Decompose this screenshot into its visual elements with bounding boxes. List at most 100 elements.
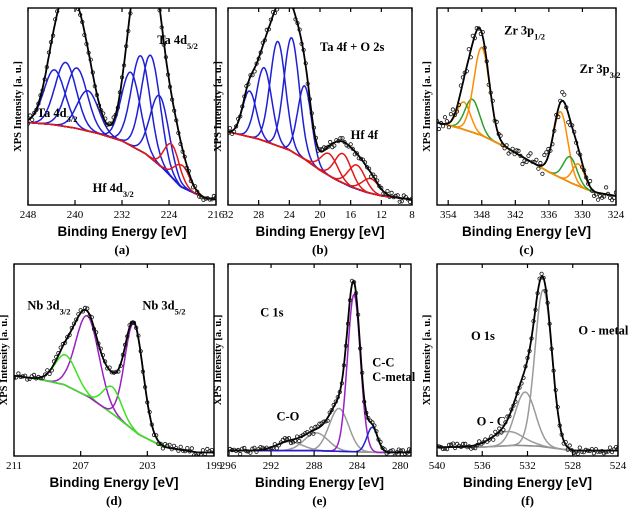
- data-point: [351, 280, 357, 285]
- data-point: [272, 10, 278, 16]
- data-point: [200, 448, 205, 453]
- data-point: [228, 126, 233, 131]
- data-point: [49, 368, 54, 373]
- data-point: [240, 104, 245, 109]
- tick-label: 248: [20, 209, 37, 221]
- data-point: [341, 363, 346, 368]
- data-point: [266, 447, 271, 452]
- plot-area-a: [28, 8, 216, 202]
- peak-d-2: [14, 353, 214, 454]
- data-point: [145, 400, 150, 405]
- data-point: [45, 368, 50, 373]
- data-point: [509, 407, 514, 412]
- plot-frame-e: [227, 263, 412, 457]
- data-point: [143, 384, 148, 390]
- data-point: [458, 83, 463, 88]
- x-axis-e: 296 292 288 284 280: [220, 264, 409, 472]
- data-point: [32, 110, 37, 116]
- data-point: [523, 364, 528, 369]
- data-point: [348, 142, 353, 147]
- data-point: [373, 174, 378, 179]
- data-point: [562, 92, 567, 97]
- data-point: [473, 445, 478, 451]
- data-point: [282, 1, 285, 4]
- data-point: [393, 193, 398, 198]
- data-point: [564, 105, 569, 110]
- data-point: [254, 61, 259, 66]
- data-point: [123, 342, 128, 347]
- data-point: [343, 343, 348, 348]
- data-point: [211, 450, 214, 455]
- x-axis-f: 540 536 532 528 524: [429, 264, 627, 472]
- data-point: [270, 10, 276, 15]
- data-point: [570, 123, 575, 128]
- data-point: [535, 291, 540, 296]
- data-point: [248, 73, 253, 78]
- data-point: [488, 90, 493, 95]
- data-point: [530, 159, 535, 164]
- data-point: [337, 389, 342, 395]
- x-axis-label: Binding Energy [eV]: [49, 475, 178, 490]
- data-point: [450, 107, 455, 112]
- data-point: [40, 88, 45, 93]
- data-point: [329, 407, 334, 413]
- data-point: [54, 354, 59, 359]
- data-point: [323, 419, 328, 424]
- data-point: [205, 446, 210, 452]
- data-point: [333, 399, 338, 404]
- data-point: [585, 448, 590, 453]
- data-point: [246, 449, 251, 454]
- tick-label: 342: [507, 209, 524, 221]
- annotation-label: Hf 4f: [351, 128, 379, 142]
- data-point: [20, 374, 25, 379]
- data-point: [207, 449, 212, 454]
- data-points-f: [437, 271, 618, 456]
- data-point: [379, 185, 384, 191]
- data-point: [484, 59, 489, 64]
- x-axis-label: Binding Energy [eV]: [255, 475, 384, 490]
- data-point: [286, 436, 292, 441]
- panel-label: (e): [312, 493, 326, 508]
- data-point: [339, 381, 344, 386]
- data-point: [437, 126, 442, 132]
- data-point: [327, 410, 332, 415]
- data-point: [127, 323, 132, 328]
- data-point: [482, 45, 487, 50]
- data-points-a: [28, 8, 216, 202]
- data-point: [446, 442, 452, 447]
- data-point: [607, 195, 613, 200]
- data-point: [207, 197, 212, 202]
- data-point: [42, 77, 47, 82]
- data-point: [198, 453, 203, 456]
- data-point: [595, 449, 601, 454]
- data-point: [288, 440, 294, 446]
- data-point: [92, 84, 97, 89]
- data-point: [234, 448, 239, 453]
- data-point: [495, 432, 500, 437]
- data-point: [501, 427, 506, 432]
- data-point: [460, 75, 465, 80]
- chart-panel-c: 354 348 342 336 330 324 XPS Intensity [a. u.] B…: [422, 7, 625, 257]
- data-point: [276, 443, 281, 448]
- data-point: [442, 446, 448, 451]
- tick-label: 20: [315, 209, 327, 221]
- data-point: [50, 33, 56, 38]
- data-point: [437, 118, 440, 124]
- data-point: [454, 441, 460, 446]
- tick-label: 240: [67, 209, 84, 221]
- data-point: [539, 271, 544, 276]
- x-axis-label: Binding Energy [eV]: [255, 224, 384, 239]
- data-point: [331, 402, 336, 408]
- data-point: [517, 385, 522, 390]
- data-point: [51, 359, 57, 364]
- data-point: [444, 119, 449, 124]
- data-point: [191, 453, 197, 456]
- data-point: [387, 194, 392, 199]
- panel-label: (a): [114, 242, 129, 257]
- tick-label: 536: [474, 460, 491, 472]
- data-point: [230, 447, 235, 453]
- data-point: [101, 111, 106, 116]
- data-point: [446, 125, 451, 130]
- data-point: [526, 153, 531, 158]
- tick-label: 284: [349, 460, 366, 472]
